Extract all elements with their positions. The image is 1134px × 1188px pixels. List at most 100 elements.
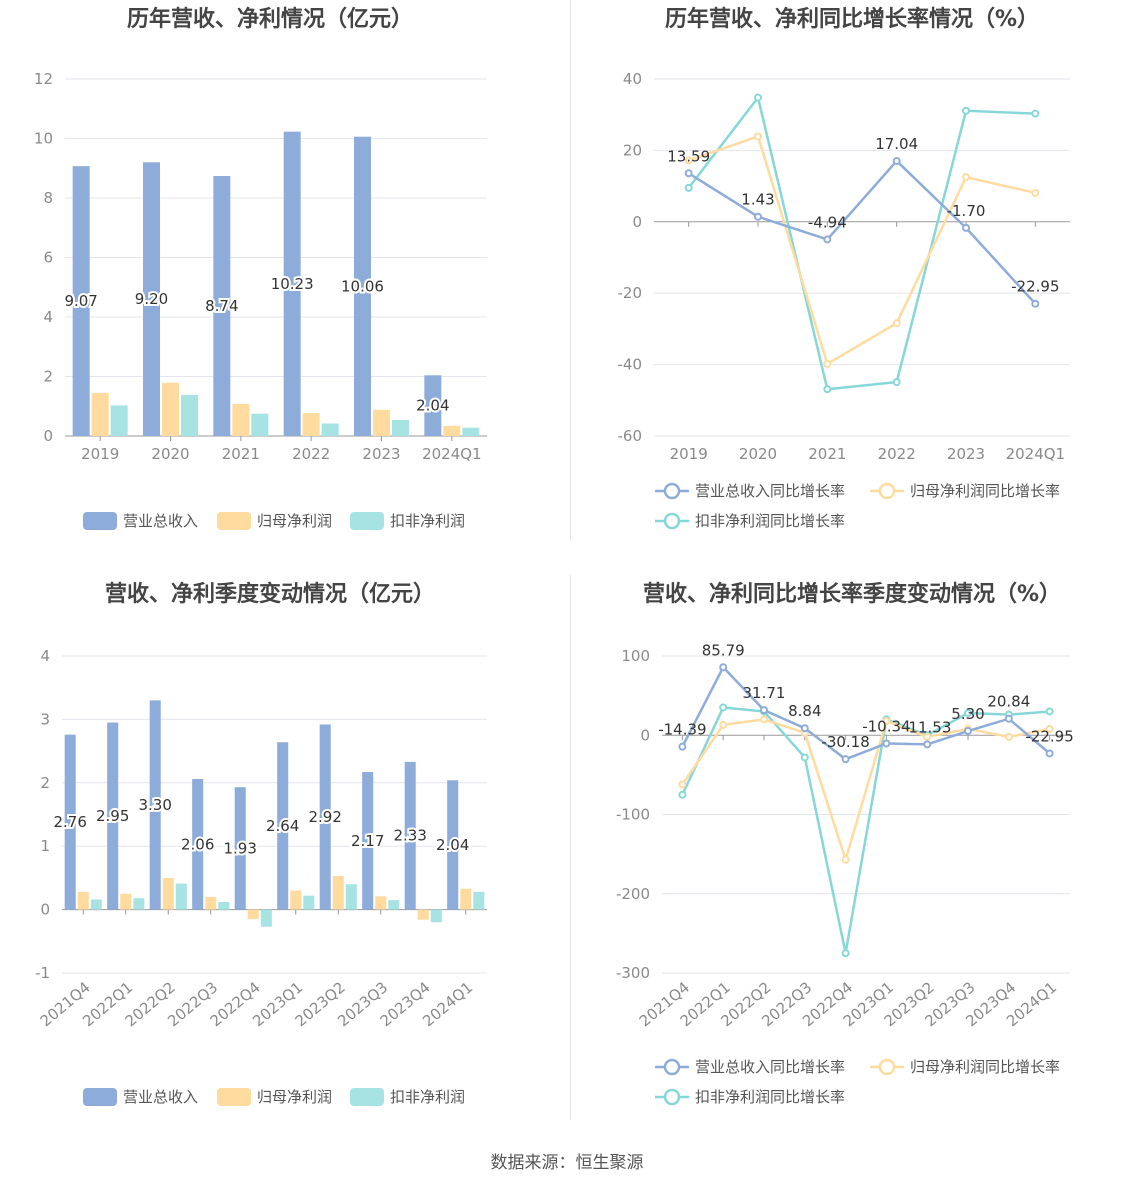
- bar-quarterly_values-s1: [417, 909, 429, 920]
- data-label: 10.23: [271, 275, 314, 293]
- series-point-1: [892, 319, 901, 328]
- bar-quarterly_values-s2: [430, 909, 442, 923]
- series-line-0: [688, 159, 1037, 305]
- y-tick-label: 3: [40, 710, 50, 728]
- bar-quarterly_values-s1: [332, 875, 344, 910]
- x-tick-label: 2019: [670, 445, 708, 463]
- panel-divider-bottom: [570, 575, 571, 1120]
- series-point-1: [882, 716, 891, 725]
- legend-marker: [663, 482, 681, 500]
- series-point-1: [760, 715, 768, 724]
- y-tick-label: 0: [632, 213, 642, 231]
- y-tick-label: -100: [616, 806, 650, 824]
- series-point-2: [1045, 707, 1054, 716]
- bar-annual_values-s0: [354, 136, 371, 436]
- data-label: 5.30: [951, 705, 984, 723]
- bar-annual_values-s2: [110, 405, 128, 436]
- chart-title: 营收、净利季度变动情况（亿元）: [105, 581, 435, 607]
- series-point-1: [1045, 724, 1054, 733]
- series-point-1: [1004, 732, 1013, 741]
- data-label: 2.04: [416, 397, 449, 415]
- series-point-1: [754, 132, 762, 141]
- bar-quarterly_values-s2: [473, 891, 485, 910]
- legend-marker: [663, 512, 681, 530]
- data-label: 13.59: [667, 147, 710, 165]
- series-line-2: [681, 706, 1050, 954]
- bar-annual_values-s0: [283, 131, 301, 436]
- series-point-1: [923, 732, 932, 741]
- data-label: 2.04: [436, 836, 469, 854]
- quarterly-values-svg: 营收、净利季度变动情况（亿元）-1012342021Q42022Q12022Q2…: [35, 581, 487, 1106]
- y-tick-label: -200: [616, 885, 650, 903]
- data-label: 9.20: [135, 290, 168, 308]
- series-point-2: [823, 385, 832, 394]
- series-point-2: [964, 709, 972, 718]
- legend-marker: [878, 482, 896, 500]
- bar-quarterly_values-s2: [133, 898, 145, 910]
- x-tick-label: 2024Q1: [1006, 445, 1066, 463]
- chart-title: 历年营收、净利同比增长率情况（%）: [665, 6, 1039, 32]
- chart-quarterly-growth: 营收、净利同比增长率季度变动情况（%） -300 -200 -100 0 100 2021Q…: [570, 575, 1134, 1135]
- data-label: 2.95: [96, 807, 129, 825]
- bar-annual_values-s1: [162, 382, 179, 436]
- x-tick-label: 2023: [362, 445, 400, 463]
- data-label: 31.71: [743, 684, 786, 702]
- series-point-2: [1031, 109, 1040, 118]
- series-point-0: [684, 169, 693, 178]
- legend-swatch: [83, 512, 117, 530]
- legend-swatch: [350, 1088, 384, 1106]
- panel-divider-top: [570, 0, 571, 540]
- series-line-1: [688, 134, 1036, 366]
- y-tick-label: 0: [43, 427, 53, 445]
- bar-quarterly_values-s1: [290, 890, 302, 910]
- legend-label: 扣非净利润: [390, 1088, 465, 1106]
- data-source-label: 数据来源：恒生聚源: [490, 1153, 644, 1173]
- y-tick-label: 10: [34, 130, 53, 148]
- series-point-0: [1004, 714, 1013, 723]
- series-point-0: [882, 739, 891, 748]
- y-tick-label: 1: [40, 837, 50, 855]
- series-point-2: [841, 949, 850, 958]
- bar-annual_values-s1: [91, 392, 109, 436]
- data-label: -22.95: [1025, 727, 1073, 745]
- legend-label: 营业总收入同比增长率: [695, 482, 845, 500]
- y-tick-label: 4: [40, 647, 50, 665]
- series-point-0: [800, 724, 809, 733]
- data-label: 20.84: [987, 693, 1030, 711]
- legend-marker: [878, 1058, 896, 1076]
- bar-quarterly_values-s2: [388, 900, 400, 910]
- x-tick-label: 2021: [808, 445, 846, 463]
- bar-quarterly_values-s2: [90, 899, 102, 910]
- legend-label: 归母净利润: [257, 1088, 332, 1106]
- series-point-0: [841, 755, 850, 764]
- bar-quarterly_values-s1: [162, 877, 174, 910]
- bar-quarterly_values-s2: [345, 884, 357, 910]
- data-label: 2.76: [53, 813, 86, 831]
- series-point-0: [892, 156, 901, 165]
- x-tick-label: 2022: [878, 445, 916, 463]
- bar-annual_values-s0: [424, 375, 442, 436]
- data-label: 2.06: [181, 835, 214, 853]
- series-point-0: [678, 742, 687, 751]
- series-line-1: [681, 718, 1050, 864]
- bar-quarterly_values-s1: [460, 888, 472, 910]
- data-label: -30.18: [821, 733, 869, 751]
- bar-annual_values-s2: [321, 423, 339, 436]
- series-point-0: [923, 740, 932, 749]
- data-label: 8.84: [788, 702, 821, 720]
- bar-quarterly_values-s2: [303, 895, 315, 910]
- data-label: 8.74: [205, 297, 238, 315]
- series-point-0: [964, 727, 972, 736]
- legend-marker: [663, 1088, 681, 1106]
- series-point-1: [719, 720, 728, 729]
- legend-swatch: [350, 512, 384, 530]
- series-point-2: [754, 93, 762, 102]
- y-tick-label: 0: [40, 901, 50, 919]
- series-point-2: [962, 106, 970, 115]
- bar-quarterly_values-s0: [447, 780, 459, 910]
- legend-swatch: [217, 1088, 251, 1106]
- legend-marker: [663, 1058, 681, 1076]
- bar-quarterly_values-s0: [404, 761, 416, 910]
- legend-swatch: [83, 1088, 117, 1106]
- bar-annual_values-s2: [181, 394, 198, 436]
